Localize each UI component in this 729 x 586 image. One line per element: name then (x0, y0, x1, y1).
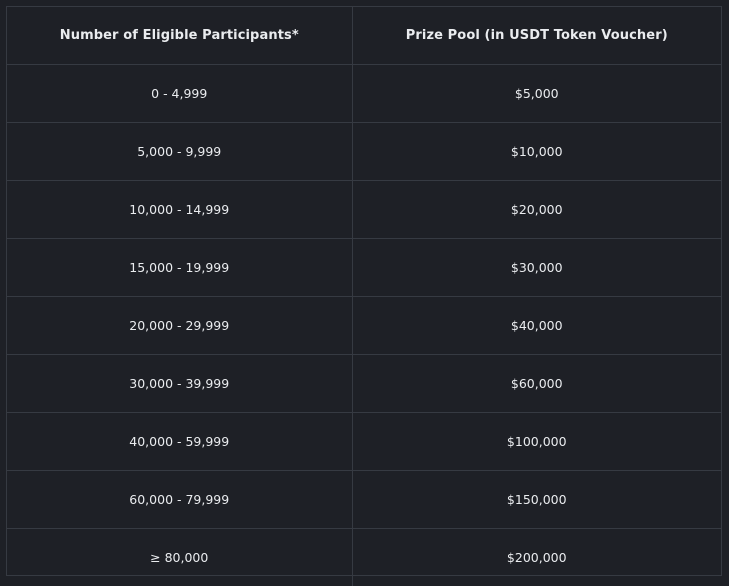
participants-range-cell: 5,000 - 9,999 (7, 123, 352, 181)
table-row: 0 - 4,999 $5,000 (7, 65, 721, 123)
column-header-prize-pool: Prize Pool (in USDT Token Voucher) (352, 7, 721, 65)
table-header-row: Number of Eligible Participants* Prize P… (7, 7, 721, 65)
table-row: ≥ 80,000 $200,000 (7, 529, 721, 586)
prize-pool-cell: $10,000 (352, 123, 721, 181)
participants-range-cell: 30,000 - 39,999 (7, 355, 352, 413)
participants-range-cell: ≥ 80,000 (7, 529, 352, 586)
participants-range-cell: 10,000 - 14,999 (7, 181, 352, 239)
prize-pool-cell: $60,000 (352, 355, 721, 413)
table-row: 40,000 - 59,999 $100,000 (7, 413, 721, 471)
participants-range-cell: 15,000 - 19,999 (7, 239, 352, 297)
table-row: 15,000 - 19,999 $30,000 (7, 239, 721, 297)
column-header-participants: Number of Eligible Participants* (7, 7, 352, 65)
prize-pool-cell: $100,000 (352, 413, 721, 471)
table-row: 5,000 - 9,999 $10,000 (7, 123, 721, 181)
table-row: 10,000 - 14,999 $20,000 (7, 181, 721, 239)
prize-pool-cell: $5,000 (352, 65, 721, 123)
table-row: 20,000 - 29,999 $40,000 (7, 297, 721, 355)
prize-pool-cell: $200,000 (352, 529, 721, 586)
prize-pool-cell: $40,000 (352, 297, 721, 355)
table-row: 30,000 - 39,999 $60,000 (7, 355, 721, 413)
participants-range-cell: 40,000 - 59,999 (7, 413, 352, 471)
prize-pool-table: Number of Eligible Participants* Prize P… (7, 7, 721, 586)
participants-range-cell: 60,000 - 79,999 (7, 471, 352, 529)
prize-pool-cell: $20,000 (352, 181, 721, 239)
participants-range-cell: 0 - 4,999 (7, 65, 352, 123)
prize-pool-cell: $30,000 (352, 239, 721, 297)
table-row: 60,000 - 79,999 $150,000 (7, 471, 721, 529)
prize-pool-cell: $150,000 (352, 471, 721, 529)
prize-pool-table-container: Number of Eligible Participants* Prize P… (6, 6, 722, 576)
participants-range-cell: 20,000 - 29,999 (7, 297, 352, 355)
